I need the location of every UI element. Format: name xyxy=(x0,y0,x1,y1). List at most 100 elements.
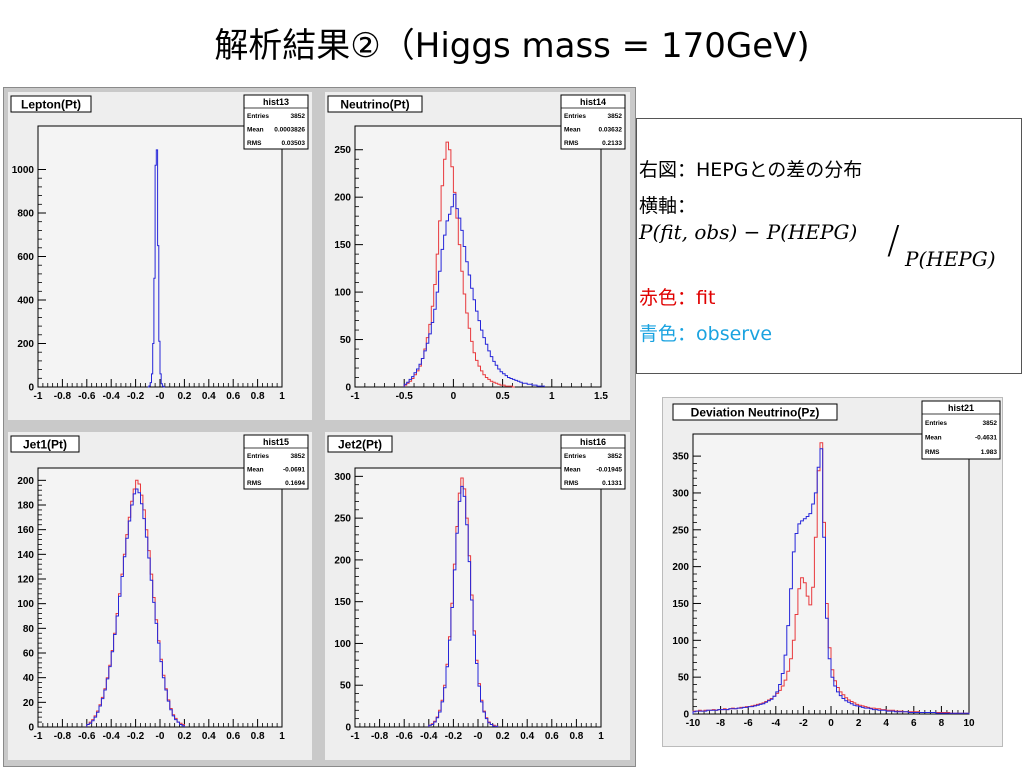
y-tick-label: 1000 xyxy=(12,165,35,176)
formula-numerator: P(fit, obs) − P(HEPG) xyxy=(639,220,858,244)
y-tick-label: 0 xyxy=(683,710,689,721)
x-tick-label: -4 xyxy=(771,718,780,729)
stats-label: Mean xyxy=(247,467,264,474)
x-tick-label: -1 xyxy=(34,731,43,742)
x-tick-label: -8 xyxy=(716,718,725,729)
plot-frame xyxy=(354,467,602,728)
y-tick-label: 600 xyxy=(17,252,34,263)
x-tick-label: -0.6 xyxy=(78,731,96,742)
stats-value: -0.4631 xyxy=(975,435,997,442)
x-tick-label: -1 xyxy=(351,391,360,402)
stats-value: 0.2133 xyxy=(602,140,622,147)
x-tick-label: -0 xyxy=(474,731,483,742)
y-tick-label: 200 xyxy=(672,562,689,573)
stats-name: hist14 xyxy=(580,97,606,107)
stats-name: hist21 xyxy=(948,403,974,413)
histogram-series-observe xyxy=(86,488,185,727)
chart-title: Deviation Neutrino(Pz) xyxy=(691,406,820,420)
chart-title-box xyxy=(327,95,423,113)
stats-label: RMS xyxy=(247,140,262,147)
figure-text: ：HEPGとの差の分布 xyxy=(677,159,863,181)
stats-label: Entries xyxy=(564,453,586,460)
histogram-pad-deviation: Deviation Neutrino(Pz) hist21 Entries 3852 M… xyxy=(662,397,1003,747)
legend-fit: 赤色：fit xyxy=(639,283,715,310)
x-tick-label: -6 xyxy=(744,718,753,729)
x-tick-label: -1 xyxy=(351,731,360,742)
stats-value: 3852 xyxy=(983,420,998,427)
x-tick-label: 1 xyxy=(598,731,604,742)
x-tick-label: 0.8 xyxy=(569,731,583,742)
chart-title-box xyxy=(10,435,80,453)
formula-slash: / xyxy=(887,218,900,262)
stats-box xyxy=(243,94,309,150)
histogram-series-observe xyxy=(428,485,499,727)
y-tick-label: 160 xyxy=(17,525,34,536)
figure-label: 右図 xyxy=(639,159,678,181)
x-tick-label: 0.4 xyxy=(202,391,216,402)
chart-title-box xyxy=(327,435,393,453)
x-tick-label: 2 xyxy=(856,718,862,729)
x-tick-label: 0.4 xyxy=(202,731,216,742)
x-tick-label: 0.8 xyxy=(251,731,265,742)
x-tick-label: 0.5 xyxy=(496,391,510,402)
x-tick-label: -0.4 xyxy=(103,391,121,402)
y-tick-label: 50 xyxy=(678,673,690,684)
legend-observe-label: 青色 xyxy=(639,323,678,345)
x-tick-label: -1 xyxy=(34,391,43,402)
stats-label: Entries xyxy=(564,113,586,120)
x-tick-label: 0.2 xyxy=(496,731,510,742)
x-tick-label: -10 xyxy=(686,718,701,729)
histogram-pad-jet2: Jet2(Pt) hist16 Entries 3852 Mean -0.01945 RMS… xyxy=(325,432,630,760)
histogram-jet1: Jet1(Pt) hist15 Entries 3852 Mean -0.0691 RMS 0… xyxy=(10,434,309,742)
stats-value: 0.03503 xyxy=(282,140,306,147)
y-tick-label: 100 xyxy=(672,636,689,647)
plot-frame xyxy=(354,125,602,388)
x-tick-label: 6 xyxy=(911,718,917,729)
stats-label: Entries xyxy=(247,113,269,120)
x-tick-label: 0.6 xyxy=(545,731,559,742)
y-tick-label: 350 xyxy=(672,452,689,463)
x-tick-label: -0.4 xyxy=(103,731,121,742)
x-tick-label: 1 xyxy=(549,391,555,402)
y-tick-label: 200 xyxy=(17,476,34,487)
y-tick-label: 300 xyxy=(672,488,689,499)
histogram-pad-jet1: Jet1(Pt) hist15 Entries 3852 Mean -0.0691 RMS 0… xyxy=(8,432,312,760)
stats-value: 3852 xyxy=(608,113,623,120)
y-tick-label: 400 xyxy=(17,296,34,307)
histogram-series-observe xyxy=(692,448,970,714)
stats-box xyxy=(921,400,1001,460)
stats-label: RMS xyxy=(247,480,262,487)
stats-value: -0.01945 xyxy=(596,467,622,474)
stats-value: 1.983 xyxy=(981,449,998,456)
x-tick-label: 0 xyxy=(828,718,834,729)
x-tick-label: -0.8 xyxy=(54,731,72,742)
histogram-canvas: Lepton(Pt) hist13 Entries 3852 Mean 0.0003826… xyxy=(3,87,636,767)
description-box: 右図：HEPGとの差の分布 横軸： P(fit, obs) − P(HEPG) … xyxy=(636,118,1022,374)
page-title: 解析結果②（Higgs mass = 170GeV) xyxy=(214,26,810,66)
stats-value: 3852 xyxy=(291,453,306,460)
y-tick-label: 200 xyxy=(334,555,351,566)
description-line-1: 右図：HEPGとの差の分布 xyxy=(639,155,862,182)
stats-value: 3852 xyxy=(291,113,306,120)
y-tick-label: 40 xyxy=(23,673,35,684)
x-tick-label: -0.2 xyxy=(127,391,145,402)
stats-label: RMS xyxy=(564,140,579,147)
x-tick-label: -2 xyxy=(799,718,808,729)
chart-title: Jet2(Pt) xyxy=(338,438,382,452)
histogram-neutrino: Neutrino(Pt) hist14 Entries 3852 Mean 0.03632… xyxy=(327,94,626,402)
x-tick-label: 0.2 xyxy=(177,391,191,402)
y-tick-label: 100 xyxy=(334,639,351,650)
stats-label: RMS xyxy=(925,449,940,456)
stats-value: 0.1331 xyxy=(602,480,622,487)
stats-label: Entries xyxy=(925,420,947,427)
chart-title-box xyxy=(672,403,838,421)
x-tick-label: -0.6 xyxy=(78,391,96,402)
x-tick-label: -0.5 xyxy=(396,391,414,402)
stats-label: Entries xyxy=(247,453,269,460)
y-tick-label: 150 xyxy=(334,597,351,608)
stats-name: hist16 xyxy=(580,437,606,447)
chart-title-box xyxy=(10,95,92,113)
x-tick-label: 1 xyxy=(279,731,285,742)
chart-title: Lepton(Pt) xyxy=(21,98,81,112)
